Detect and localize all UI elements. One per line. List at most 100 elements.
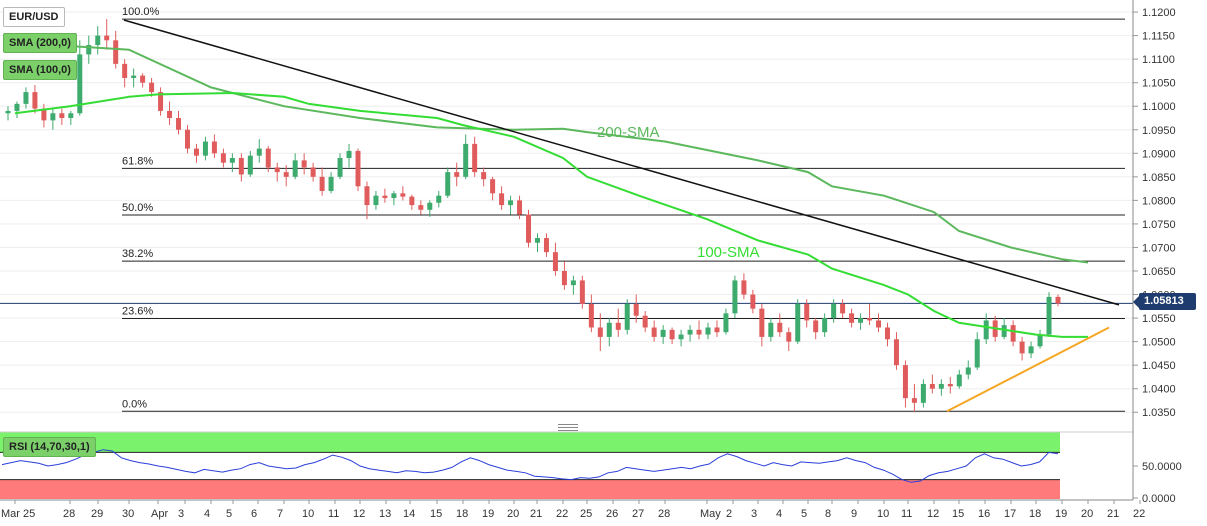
candle-body <box>597 327 603 337</box>
candle-body <box>867 318 873 321</box>
candle-body <box>1046 296 1052 335</box>
time-tick-label: 21 <box>1107 508 1119 520</box>
price-tick-label: 1.0900 <box>1142 148 1176 160</box>
time-tick-label: 11 <box>901 508 912 520</box>
candle-body <box>445 172 451 196</box>
price-tick-label: 1.0450 <box>1142 360 1176 372</box>
candle-body <box>50 113 56 121</box>
candle-body <box>238 158 244 175</box>
candle-body <box>301 160 307 168</box>
rsi-panel <box>1 449 1059 483</box>
candle-body <box>615 322 621 330</box>
price-tick-label: 1.0650 <box>1142 266 1176 278</box>
symbol-label[interactable]: EUR/USD <box>3 7 65 27</box>
time-tick-label: 14 <box>403 508 415 520</box>
candle-body <box>1037 334 1043 347</box>
candle-body <box>14 103 20 111</box>
candle-body <box>176 117 182 130</box>
candle-body <box>911 398 917 403</box>
candle-body <box>5 110 11 114</box>
candle-body <box>1028 346 1034 354</box>
candle-body <box>534 238 540 243</box>
candle-body <box>1001 325 1007 337</box>
candle-body <box>588 303 594 328</box>
candle-body <box>391 193 397 199</box>
price-tick-label: 1.1000 <box>1142 101 1176 113</box>
time-tick-label: 9 <box>851 508 857 520</box>
candle-body <box>86 45 92 55</box>
time-tick-label: 18 <box>456 508 468 520</box>
rsi-tick-label: 50.0000 <box>1142 461 1182 473</box>
rsi-legend[interactable]: RSI (14,70,30,1) <box>3 437 96 457</box>
fib-level-label: 0.0% <box>122 398 147 410</box>
candle-body <box>759 308 765 337</box>
fib-level-label: 61.8% <box>122 155 153 167</box>
candle-body <box>795 303 801 342</box>
candle-body <box>768 322 774 337</box>
time-tick-label: 10 <box>302 508 314 520</box>
price-tick-label: 1.0700 <box>1142 242 1176 254</box>
candle-body <box>1019 341 1025 354</box>
candle-body <box>902 365 908 399</box>
fib-level-label: 50.0% <box>122 202 153 214</box>
price-tick-label: 1.0350 <box>1142 407 1176 419</box>
candle-body <box>705 327 711 335</box>
candle-body <box>938 383 944 389</box>
fib-level-label: 38.2% <box>122 248 153 260</box>
candle-body <box>687 329 693 335</box>
candle-body <box>409 196 415 206</box>
time-tick-label: May <box>700 508 721 520</box>
candle-body <box>956 374 962 387</box>
candle-body <box>247 155 253 175</box>
sma200-legend[interactable]: SMA (200,0) <box>3 33 77 53</box>
time-tick-label: 4 <box>204 508 210 520</box>
price-tick-label: 1.0550 <box>1142 313 1176 325</box>
candle-body <box>436 195 442 203</box>
candle-body <box>274 167 280 173</box>
sma100-legend[interactable]: SMA (100,0) <box>3 60 77 80</box>
pane-resize-handle[interactable] <box>558 424 578 431</box>
candle-body <box>579 280 585 304</box>
candle-body <box>481 172 487 180</box>
rsi-oversold-zone <box>0 479 1060 499</box>
time-tick-label: 4 <box>776 508 782 520</box>
candle-body <box>1055 296 1061 304</box>
price-tick-label: 1.1050 <box>1142 78 1176 90</box>
sma100-line <box>14 91 1088 338</box>
candle-body <box>373 195 379 206</box>
candle-body <box>1010 325 1016 342</box>
candle-body <box>660 329 666 337</box>
candle-body <box>947 383 953 387</box>
time-tick-label: 15 <box>952 508 964 520</box>
axes: 1.03501.04001.04501.05001.05501.06001.06… <box>0 0 1182 520</box>
price-tick-label: 1.0800 <box>1142 195 1176 207</box>
candle-body <box>68 113 74 118</box>
time-tick-label: 12 <box>927 508 939 520</box>
candle-body <box>606 322 612 337</box>
candle-body <box>158 92 164 111</box>
candle-body <box>193 148 199 156</box>
candle-body <box>983 320 989 340</box>
sma-annotation: 100-SMA <box>697 244 760 261</box>
candle-body <box>382 195 388 199</box>
candle-body <box>364 186 370 206</box>
fib-level-label: 100.0% <box>122 6 160 18</box>
candle-body <box>337 158 343 177</box>
candle-body <box>283 172 289 177</box>
candle-body <box>974 339 980 368</box>
time-tick-label: 27 <box>632 508 644 520</box>
candle-body <box>876 320 882 328</box>
candle-body <box>831 303 837 319</box>
candle-body <box>211 141 217 154</box>
rsi-overbought-zone <box>0 432 1060 453</box>
time-tick-label: 12 <box>353 508 365 520</box>
last-price-tag: 1.05813 <box>1133 293 1196 310</box>
time-tick-label: Apr <box>151 508 168 520</box>
candle-body <box>490 179 496 194</box>
time-tick-label: 20 <box>507 508 519 520</box>
candle-body <box>849 313 855 323</box>
resistance-trendline <box>123 19 1120 306</box>
price-tick-label: 1.1150 <box>1142 31 1175 43</box>
candle-body <box>561 270 567 286</box>
time-tick-label: 25 <box>580 508 592 520</box>
